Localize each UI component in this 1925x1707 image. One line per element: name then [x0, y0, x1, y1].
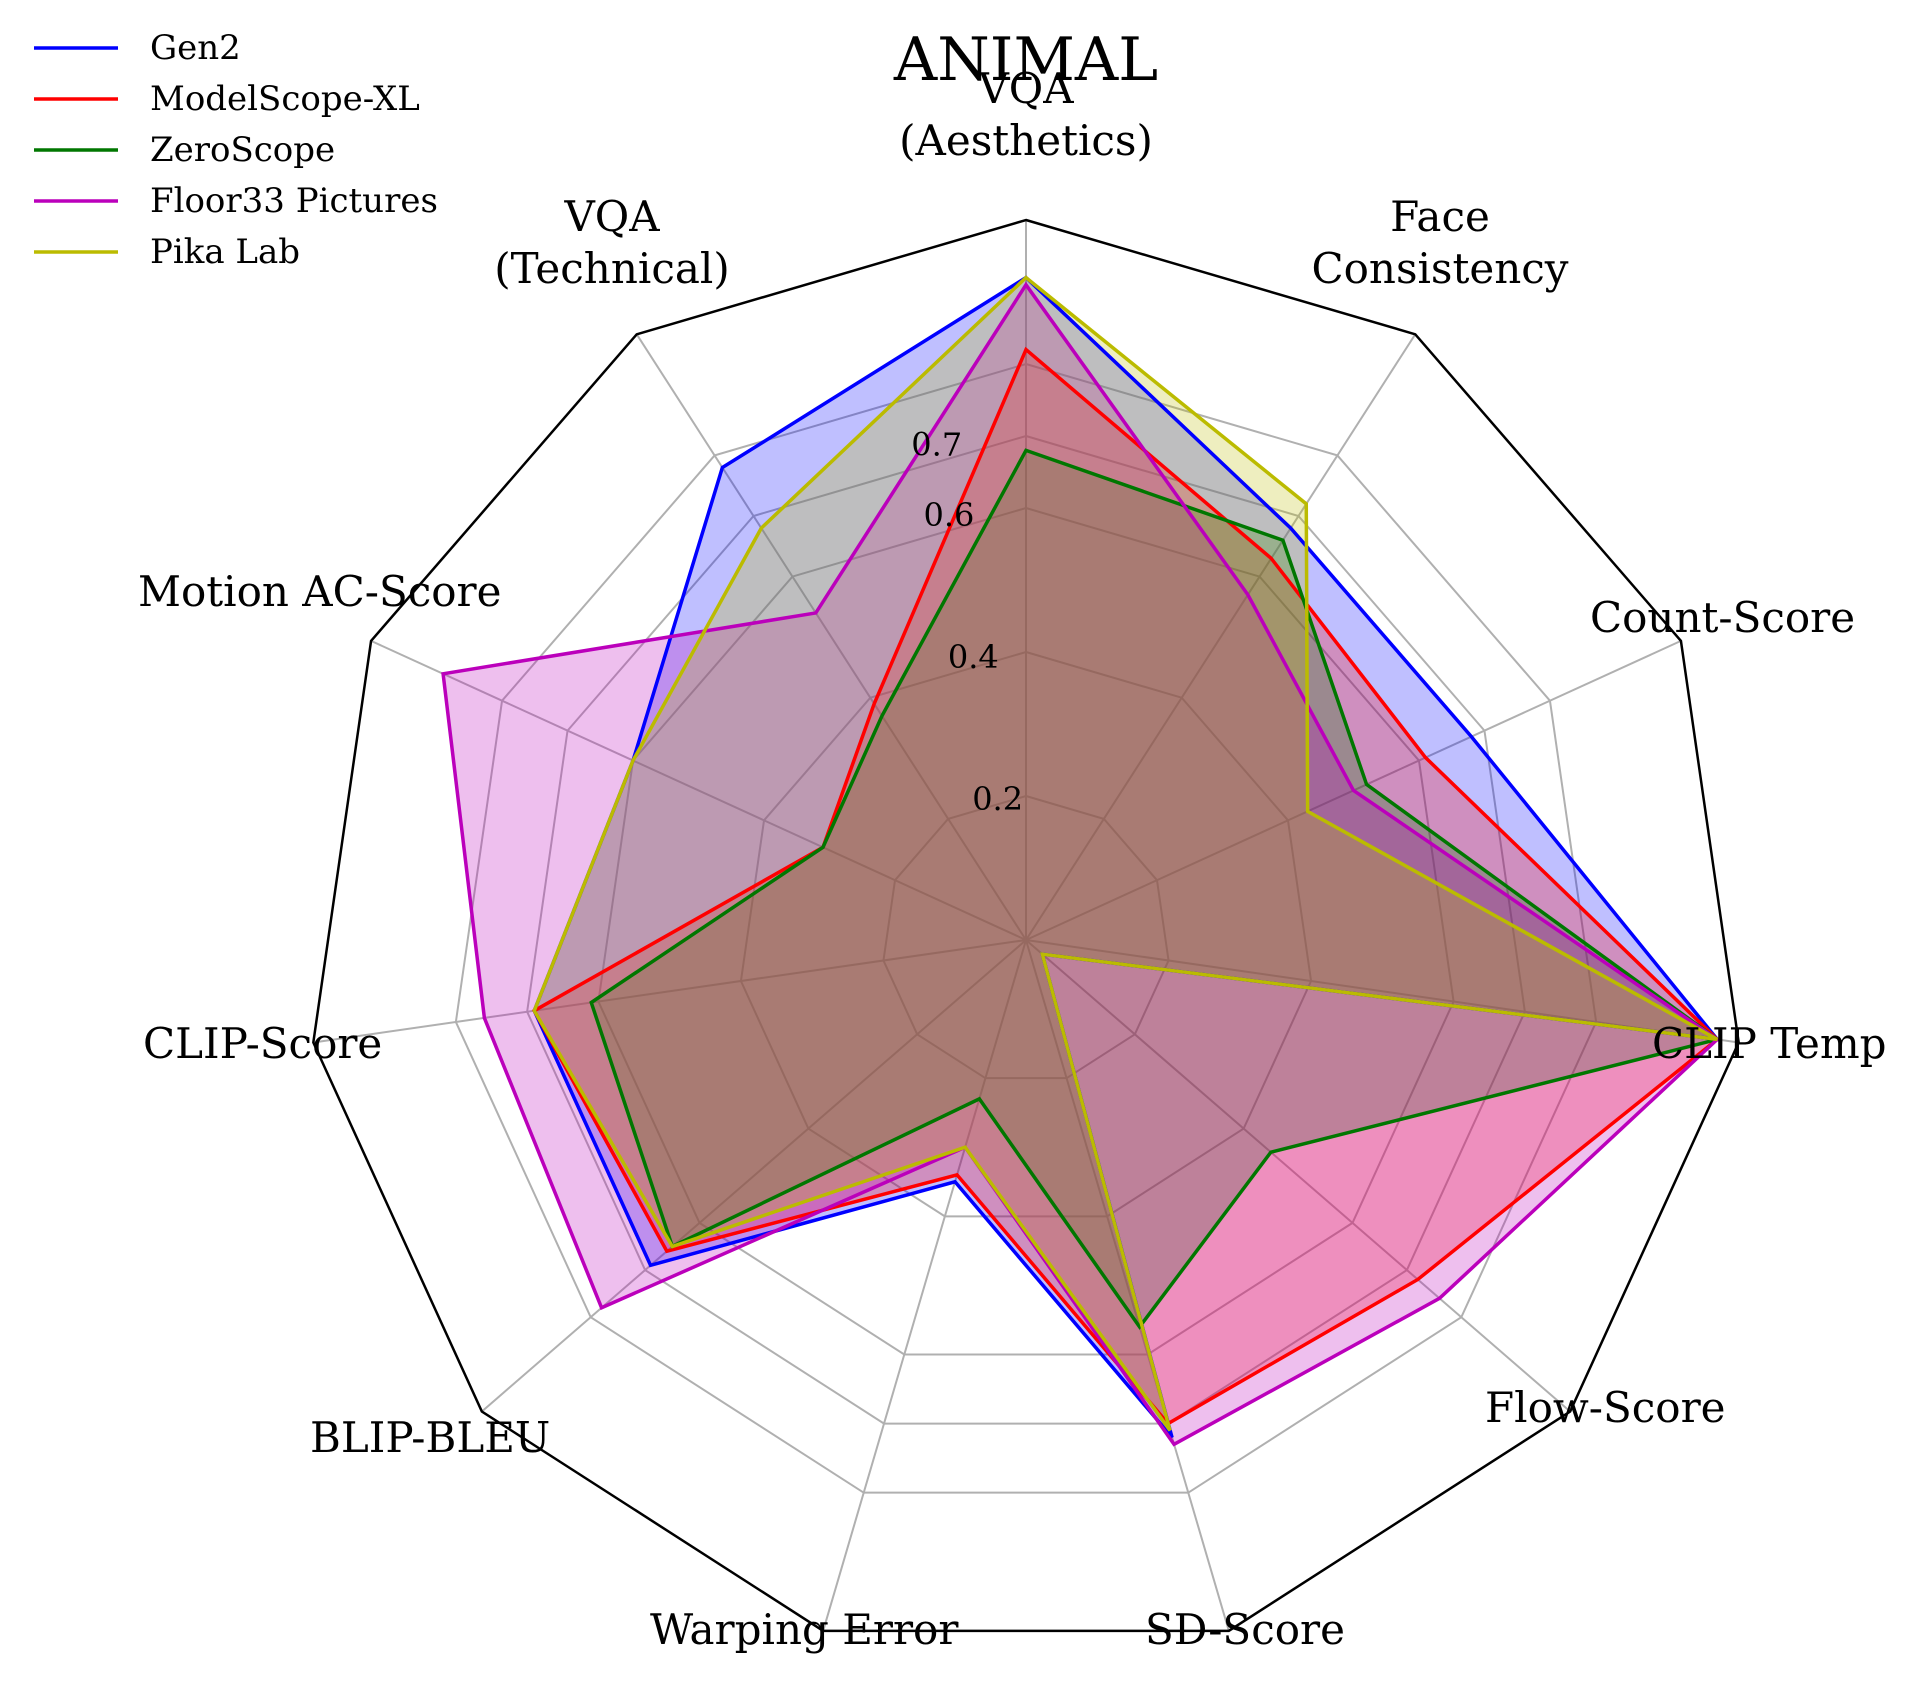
radial-tick-label: 0.6 [923, 496, 974, 534]
series-line-floor33-pictures [441, 281, 1721, 1447]
legend-label-modelscope-xl: ModelScope-XL [150, 79, 420, 119]
radar-grid [312, 218, 1740, 1633]
axis-label-vqa-aesthetics: VQA (Aesthetics) [899, 64, 1153, 165]
grid-ring-3 [526, 434, 1526, 1425]
grid-spoke-10 [635, 333, 1027, 941]
radial-tick-label: 0.4 [948, 638, 999, 676]
series-fill-floor33-pictures [443, 284, 1718, 1445]
grid-ring-0 [882, 794, 1170, 1080]
grid-spoke-4 [1025, 939, 1571, 1413]
axis-label-warping-error: Warping Error [650, 1605, 959, 1654]
series-line-modelscope-xl [531, 346, 1720, 1426]
axis-label-clip-score: CLIP-Score [143, 1019, 382, 1068]
axis-label-clip-temp: CLIP Temp [1652, 1019, 1887, 1068]
grid-spoke-1 [1025, 333, 1417, 941]
radial-tick-label: 0.7 [911, 425, 962, 463]
series-fill-pika-lab [534, 277, 1718, 1431]
radar-frame [312, 218, 1740, 1633]
axis-label-vqa-technical: VQA (Technical) [494, 192, 729, 293]
grid-spoke-7 [481, 939, 1027, 1413]
axis-label-blip-bleu: BLIP-BLEU [310, 1413, 550, 1462]
grid-spoke-5 [1025, 939, 1230, 1632]
series-line-zeroscope [589, 448, 1722, 1330]
axis-label-motion-ac-score: Motion AC-Score [138, 567, 501, 616]
chart-title: ANIMAL [893, 25, 1158, 95]
axis-label-face-consistency: Face Consistency [1311, 192, 1568, 293]
axis-label-sd-score: SD-Score [1145, 1605, 1345, 1654]
series-line-pika-lab [532, 275, 1719, 1432]
legend: Gen2 ModelScope-XL ZeroScope Floor33 Pictur… [34, 28, 438, 272]
series-fill-gen2 [534, 277, 1718, 1438]
axis-label-flow-score: Flow-Score [1485, 1383, 1726, 1432]
grid-ring-1 [739, 650, 1313, 1218]
series-fill-modelscope-xl [534, 349, 1718, 1424]
series-line-gen2 [532, 275, 1722, 1439]
legend-label-zeroscope: ZeroScope [150, 130, 335, 170]
radar-labels: VQA (Aesthetics) Face Consistency Count-Scor… [138, 64, 1887, 1654]
radar-series [441, 275, 1722, 1447]
grid-spoke-6 [822, 939, 1027, 1632]
grid-ring-2 [597, 506, 1455, 1356]
grid-spoke-8 [313, 939, 1027, 1044]
legend-label-pika-lab: Pika Lab [150, 232, 300, 272]
grid-spoke-9 [370, 639, 1027, 941]
series-fill-zeroscope [591, 450, 1718, 1327]
axis-label-count-score: Count-Score [1590, 593, 1855, 642]
legend-label-gen2: Gen2 [150, 28, 241, 68]
legend-label-floor33-pictures: Floor33 Pictures [150, 181, 438, 221]
radial-tick-label: 0.2 [972, 780, 1023, 818]
